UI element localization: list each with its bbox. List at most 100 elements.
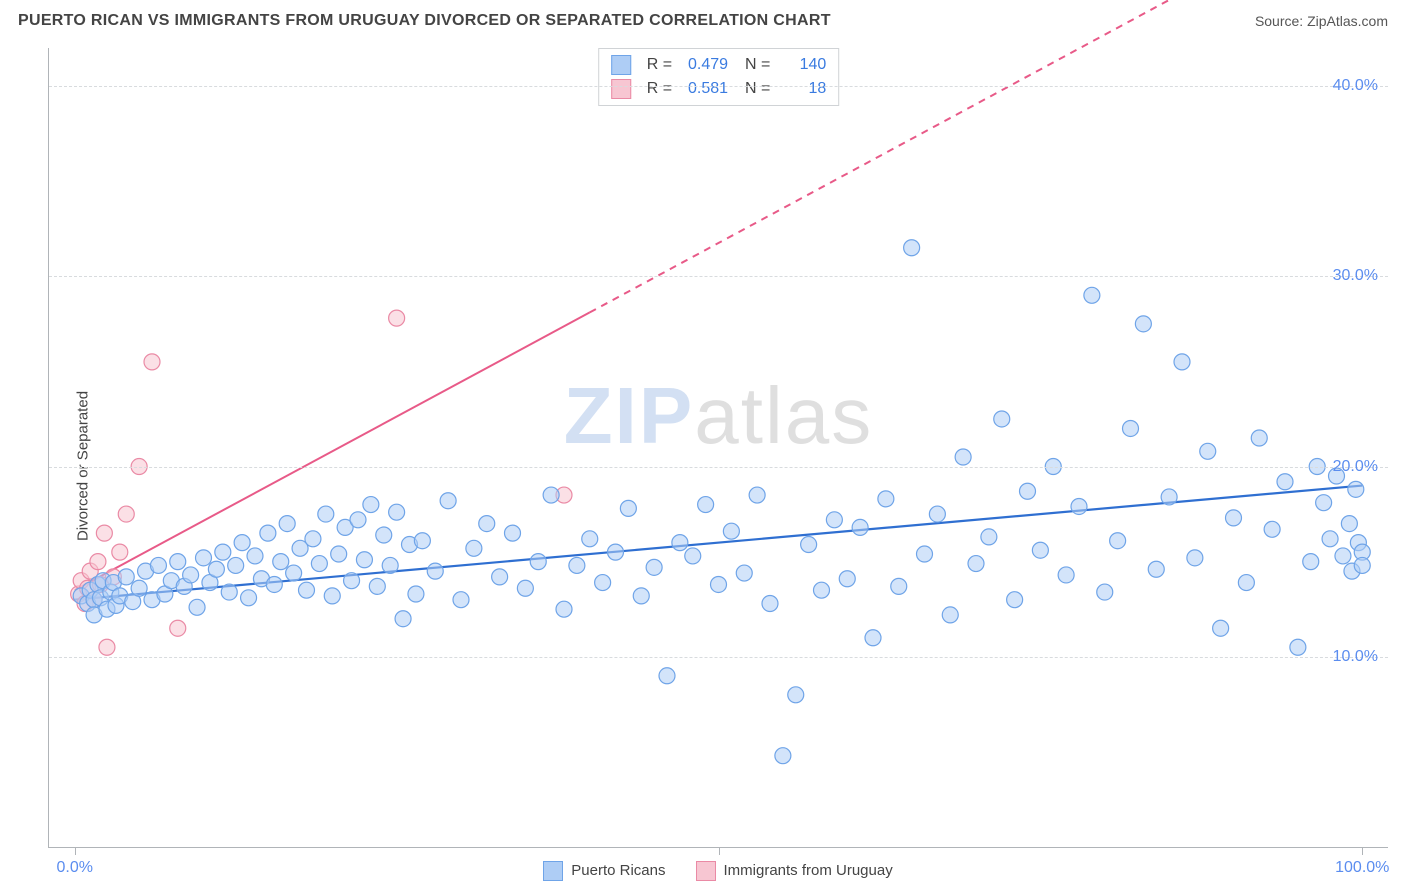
data-point xyxy=(466,540,482,556)
data-point xyxy=(698,497,714,513)
data-point xyxy=(595,575,611,591)
data-point xyxy=(968,556,984,572)
data-point xyxy=(241,590,257,606)
data-point xyxy=(1238,575,1254,591)
data-point xyxy=(305,531,321,547)
data-point xyxy=(189,599,205,615)
source-prefix: Source: xyxy=(1255,13,1307,29)
legend-swatch-1 xyxy=(696,861,716,881)
x-tick xyxy=(75,847,76,855)
stat-r-label: R = xyxy=(647,53,672,77)
stat-swatch-0 xyxy=(611,55,631,75)
data-point xyxy=(150,557,166,573)
data-point xyxy=(273,554,289,570)
data-point xyxy=(672,535,688,551)
data-point xyxy=(749,487,765,503)
data-point xyxy=(395,611,411,627)
data-point xyxy=(1058,567,1074,583)
data-point xyxy=(826,512,842,528)
data-point xyxy=(1007,592,1023,608)
data-point xyxy=(144,354,160,370)
data-point xyxy=(775,748,791,764)
data-point xyxy=(917,546,933,562)
data-point xyxy=(904,240,920,256)
data-point xyxy=(389,504,405,520)
data-point xyxy=(408,586,424,602)
data-point xyxy=(118,506,134,522)
data-point xyxy=(981,529,997,545)
data-point xyxy=(299,582,315,598)
chart-title: PUERTO RICAN VS IMMIGRANTS FROM URUGUAY … xyxy=(18,12,831,30)
data-point xyxy=(878,491,894,507)
data-point xyxy=(1264,521,1280,537)
data-point xyxy=(131,580,147,596)
data-point xyxy=(96,525,112,541)
data-point xyxy=(929,506,945,522)
data-point xyxy=(1277,474,1293,490)
data-point xyxy=(685,548,701,564)
data-point xyxy=(369,578,385,594)
data-point xyxy=(852,519,868,535)
data-point xyxy=(363,497,379,513)
data-point xyxy=(530,554,546,570)
stat-r-1: 0.581 xyxy=(680,77,728,101)
source-name: ZipAtlas.com xyxy=(1307,13,1388,29)
stat-n-label: N = xyxy=(736,77,770,101)
y-tick-label: 40.0% xyxy=(1333,77,1378,95)
data-point xyxy=(1251,430,1267,446)
data-point xyxy=(279,516,295,532)
data-point xyxy=(1341,516,1357,532)
data-point xyxy=(1161,489,1177,505)
data-point xyxy=(479,516,495,532)
legend-item-1: Immigrants from Uruguay xyxy=(696,861,893,881)
data-point xyxy=(1335,548,1351,564)
data-point xyxy=(865,630,881,646)
data-point xyxy=(1174,354,1190,370)
x-tick xyxy=(719,847,720,855)
data-point xyxy=(646,559,662,575)
stat-row-series-1: R = 0.581 N = 18 xyxy=(611,77,827,101)
data-point xyxy=(208,561,224,577)
data-point xyxy=(736,565,752,581)
gridline xyxy=(49,467,1388,468)
data-point xyxy=(543,487,559,503)
data-point xyxy=(1032,542,1048,558)
data-point xyxy=(955,449,971,465)
data-point xyxy=(1354,557,1370,573)
gridline xyxy=(49,657,1388,658)
data-point xyxy=(440,493,456,509)
data-point xyxy=(183,567,199,583)
gridline xyxy=(49,86,1388,87)
stat-r-0: 0.479 xyxy=(680,53,728,77)
stat-swatch-1 xyxy=(611,79,631,99)
data-point xyxy=(801,537,817,553)
data-point xyxy=(196,550,212,566)
data-point xyxy=(1187,550,1203,566)
data-point xyxy=(659,668,675,684)
data-point xyxy=(1316,495,1332,511)
data-point xyxy=(608,544,624,560)
data-point xyxy=(1123,420,1139,436)
data-point xyxy=(170,554,186,570)
data-point xyxy=(492,569,508,585)
data-point xyxy=(112,544,128,560)
data-point xyxy=(311,556,327,572)
data-point xyxy=(814,582,830,598)
data-point xyxy=(228,557,244,573)
data-point xyxy=(711,576,727,592)
data-point xyxy=(942,607,958,623)
data-point xyxy=(427,563,443,579)
y-tick-label: 30.0% xyxy=(1333,267,1378,285)
data-point xyxy=(1135,316,1151,332)
trend-line xyxy=(590,0,1363,312)
data-point xyxy=(266,576,282,592)
legend-label-0: Puerto Ricans xyxy=(571,862,665,879)
data-point xyxy=(118,569,134,585)
legend-swatch-0 xyxy=(543,861,563,881)
data-point xyxy=(1097,584,1113,600)
data-point xyxy=(633,588,649,604)
data-point xyxy=(505,525,521,541)
data-point xyxy=(1148,561,1164,577)
source-attribution: Source: ZipAtlas.com xyxy=(1255,13,1388,29)
data-point xyxy=(1071,498,1087,514)
